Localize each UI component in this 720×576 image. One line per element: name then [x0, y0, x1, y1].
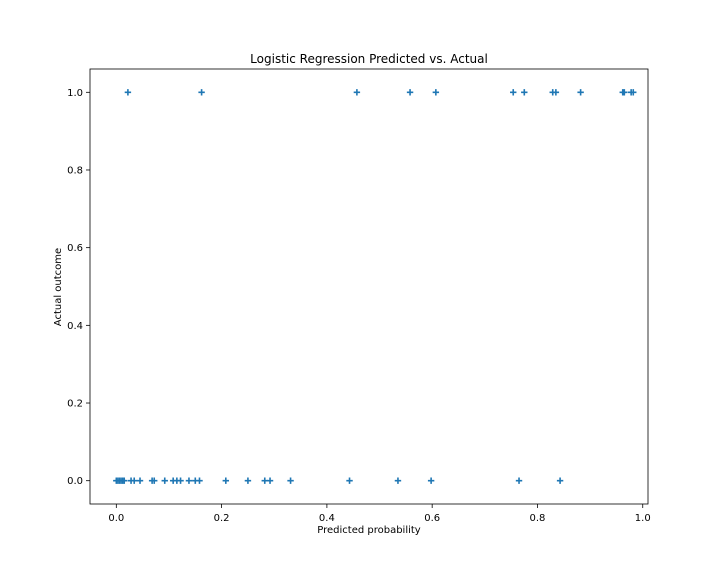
y-axis-label: Actual outcome — [53, 248, 64, 326]
y-tick-label: 0.8 — [67, 165, 83, 176]
plot-area — [113, 89, 637, 484]
y-tick-label: 0.0 — [67, 476, 83, 487]
data-point — [177, 477, 184, 484]
data-point — [121, 477, 128, 484]
x-axis-label: Predicted probability — [317, 525, 421, 536]
data-point — [630, 89, 637, 96]
data-point — [394, 477, 402, 484]
data-point — [556, 477, 564, 484]
data-point — [621, 89, 628, 96]
data-point — [287, 477, 294, 484]
chart-title: Logistic Regression Predicted vs. Actual — [250, 52, 488, 66]
data-point — [510, 89, 517, 96]
y-tick-label: 0.4 — [67, 321, 83, 332]
data-point — [346, 477, 353, 484]
y-tick-label: 0.2 — [67, 399, 83, 410]
data-point — [161, 477, 168, 484]
data-point — [244, 477, 252, 484]
x-tick-label: 0.2 — [214, 513, 230, 524]
data-point — [131, 477, 138, 484]
x-tick-label: 0.8 — [529, 513, 545, 524]
data-point — [406, 89, 414, 96]
x-tick-label: 0.0 — [108, 513, 124, 524]
x-tick-label: 1.0 — [635, 513, 651, 524]
data-point — [151, 477, 158, 484]
y-tick-label: 1.0 — [67, 88, 83, 99]
data-point — [222, 477, 230, 484]
data-point — [185, 477, 193, 484]
x-tick-label: 0.4 — [319, 513, 335, 524]
data-point — [515, 477, 523, 484]
data-point — [521, 89, 528, 96]
data-point — [124, 89, 132, 96]
x-tick-label: 0.6 — [424, 513, 440, 524]
data-point — [266, 477, 274, 484]
data-point — [198, 89, 205, 96]
data-point — [136, 477, 144, 484]
y-tick-label: 0.6 — [67, 243, 83, 254]
data-point — [577, 89, 584, 96]
data-point — [552, 89, 560, 96]
data-point — [196, 477, 203, 484]
data-point — [353, 89, 361, 96]
data-point — [432, 89, 440, 96]
plot-frame — [89, 68, 649, 505]
data-point — [427, 477, 435, 484]
